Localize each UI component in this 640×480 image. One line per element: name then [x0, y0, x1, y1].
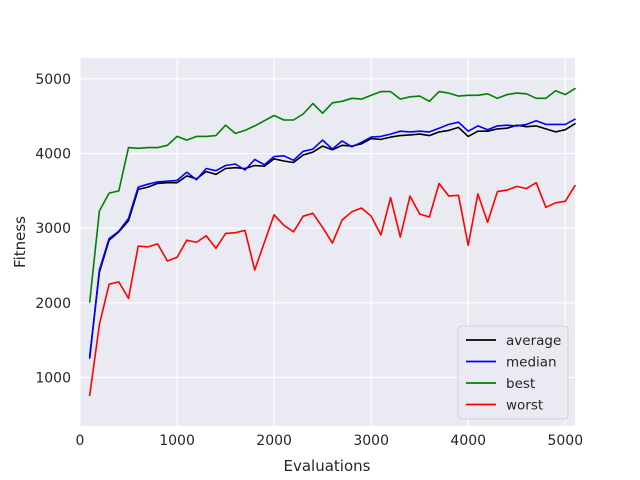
- x-tick-label: 1000: [159, 433, 195, 449]
- grid: [79, 58, 575, 426]
- x-tick-label: 4000: [450, 433, 486, 449]
- y-tick-label: 5000: [35, 72, 71, 88]
- legend-label-median: median: [506, 355, 557, 371]
- x-tick-label: 3000: [353, 433, 389, 449]
- y-tick-label: 2000: [35, 296, 71, 312]
- legend-label-average: average: [506, 333, 561, 349]
- x-tick-label: 5000: [547, 433, 583, 449]
- series-line-best: [88, 87, 576, 303]
- y-tick-label: 1000: [35, 370, 71, 386]
- legend-label-worst: worst: [506, 398, 543, 414]
- tick-layer: 0 1000 2000 3000 4000 5000 1000 2000 3000 4000 500…: [35, 72, 583, 449]
- x-axis-label: Evaluations: [284, 457, 371, 475]
- x-tick-label: 2000: [256, 433, 292, 449]
- series-layer: [88, 87, 576, 397]
- legend-label-best: best: [506, 376, 535, 392]
- series-line-worst: [88, 181, 576, 397]
- y-axis-label: Fitness: [11, 216, 29, 268]
- y-tick-label: 4000: [35, 147, 71, 163]
- legend-box: [457, 325, 569, 420]
- y-tick-label: 3000: [35, 221, 71, 237]
- legend: average median best worst: [457, 325, 569, 420]
- x-tick-label: 0: [76, 433, 85, 449]
- series-line-median: [88, 118, 576, 359]
